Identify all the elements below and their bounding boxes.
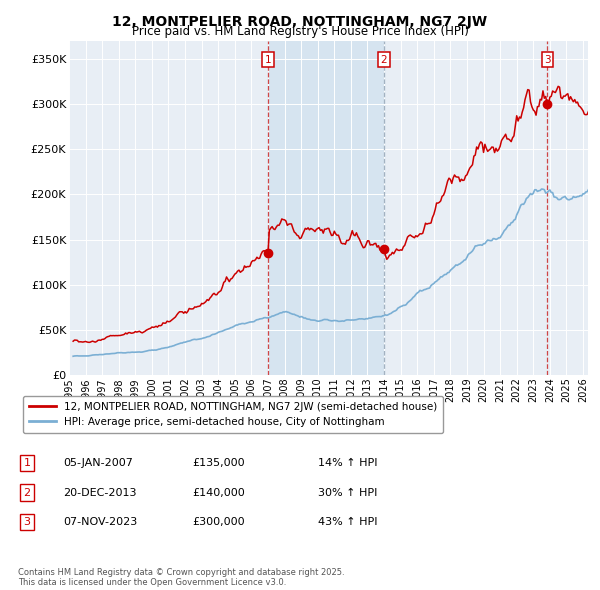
Text: 1: 1 (23, 458, 31, 468)
Text: 05-JAN-2007: 05-JAN-2007 (63, 458, 133, 468)
Legend: 12, MONTPELIER ROAD, NOTTINGHAM, NG7 2JW (semi-detached house), HPI: Average pri: 12, MONTPELIER ROAD, NOTTINGHAM, NG7 2JW… (23, 396, 443, 433)
Text: Contains HM Land Registry data © Crown copyright and database right 2025.
This d: Contains HM Land Registry data © Crown c… (18, 568, 344, 587)
Text: 1: 1 (265, 55, 272, 65)
Text: 3: 3 (544, 55, 551, 65)
Text: 14% ↑ HPI: 14% ↑ HPI (318, 458, 377, 468)
Text: 20-DEC-2013: 20-DEC-2013 (63, 488, 137, 497)
Text: 2: 2 (380, 55, 387, 65)
Text: 07-NOV-2023: 07-NOV-2023 (63, 517, 137, 527)
Text: 2: 2 (23, 488, 31, 497)
Text: 30% ↑ HPI: 30% ↑ HPI (318, 488, 377, 497)
Text: £300,000: £300,000 (192, 517, 245, 527)
Text: 12, MONTPELIER ROAD, NOTTINGHAM, NG7 2JW: 12, MONTPELIER ROAD, NOTTINGHAM, NG7 2JW (112, 15, 488, 29)
Text: £140,000: £140,000 (192, 488, 245, 497)
Text: £135,000: £135,000 (192, 458, 245, 468)
Text: 3: 3 (23, 517, 31, 527)
Text: Price paid vs. HM Land Registry's House Price Index (HPI): Price paid vs. HM Land Registry's House … (131, 25, 469, 38)
Text: 43% ↑ HPI: 43% ↑ HPI (318, 517, 377, 527)
Bar (268, 41, 383, 375)
